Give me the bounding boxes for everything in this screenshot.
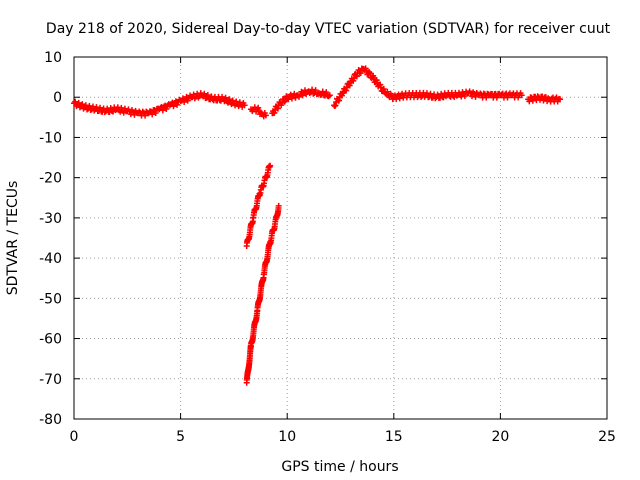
y-tick-label: -70 xyxy=(39,372,62,388)
y-tick-label: -20 xyxy=(39,171,62,187)
data-point xyxy=(262,112,269,119)
data-point xyxy=(174,101,181,108)
data-points xyxy=(71,65,564,386)
x-tick-label: 0 xyxy=(70,429,79,445)
data-point xyxy=(504,94,511,101)
data-point xyxy=(483,94,490,101)
data-point xyxy=(159,107,166,114)
data-point xyxy=(75,99,82,106)
data-point xyxy=(149,111,156,118)
plot-frame xyxy=(73,56,608,420)
chart-title: Day 218 of 2020, Sidereal Day-to-day VTE… xyxy=(46,21,611,37)
x-tick-label: 10 xyxy=(278,429,296,445)
data-point xyxy=(281,98,288,105)
y-tick-label: 0 xyxy=(53,90,62,106)
data-point xyxy=(255,104,262,111)
x-tick-label: 25 xyxy=(598,429,616,445)
y-tick-label: -50 xyxy=(39,291,62,307)
data-point xyxy=(267,162,274,169)
data-point xyxy=(493,94,500,101)
data-point xyxy=(275,202,282,209)
data-point xyxy=(72,98,79,105)
data-point xyxy=(226,96,233,103)
data-point xyxy=(163,105,170,112)
x-tick-label: 5 xyxy=(176,429,185,445)
x-tick-label: 15 xyxy=(385,429,403,445)
y-tick-label: -60 xyxy=(39,332,62,348)
data-point xyxy=(384,88,391,95)
x-tick-label: 20 xyxy=(491,429,509,445)
data-point xyxy=(366,70,373,77)
data-point xyxy=(152,110,159,117)
data-point xyxy=(204,92,211,99)
data-point xyxy=(323,89,330,96)
axis-ticks: 0 5 10 15 20 25 10 0 -10 -20 -30 -40 -50 -60 -70 -80 xyxy=(39,50,616,445)
y-tick-label: 10 xyxy=(44,50,62,66)
y-tick-label: -10 xyxy=(39,130,62,146)
y-tick-label: -80 xyxy=(39,412,62,428)
y-tick-label: -40 xyxy=(39,251,62,267)
data-point xyxy=(326,92,333,99)
y-tick-label: -30 xyxy=(39,211,62,227)
y-axis-label: SDTVAR / TECUs xyxy=(5,181,21,296)
data-point xyxy=(282,97,289,104)
data-point xyxy=(241,102,248,109)
data-point xyxy=(170,103,177,110)
data-point xyxy=(201,90,208,97)
data-point xyxy=(325,93,332,100)
data-point xyxy=(518,92,525,99)
data-point xyxy=(357,70,364,77)
x-axis-label: GPS time / hours xyxy=(281,459,398,475)
data-point xyxy=(142,112,149,119)
data-point xyxy=(312,87,319,94)
data-point xyxy=(222,94,229,101)
data-point xyxy=(79,101,86,108)
data-point xyxy=(557,96,564,103)
